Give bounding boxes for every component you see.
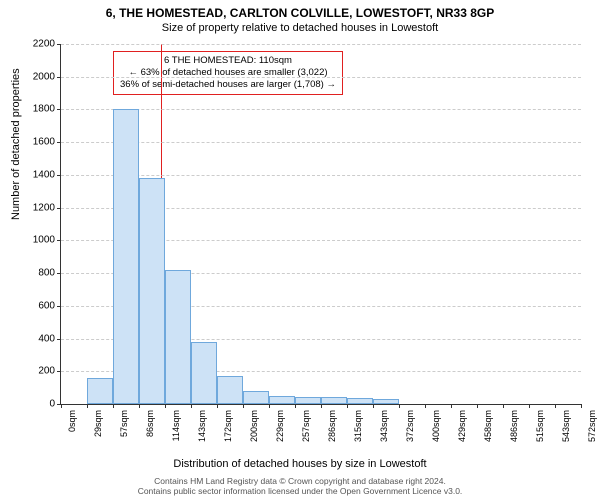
- histogram-bar: [165, 270, 191, 404]
- ytick-label: 400: [38, 333, 61, 344]
- xtick-label: 515sqm: [535, 410, 545, 442]
- xtick-mark: [113, 404, 114, 408]
- histogram-bar: [191, 342, 217, 404]
- xtick-label: 486sqm: [509, 410, 519, 442]
- ytick-label: 1200: [33, 202, 61, 213]
- histogram-bar: [87, 378, 113, 404]
- histogram-bar: [373, 399, 399, 404]
- footer-line-2: Contains public sector information licen…: [0, 486, 600, 496]
- xtick-mark: [373, 404, 374, 408]
- annotation-box: 6 THE HOMESTEAD: 110sqm← 63% of detached…: [113, 51, 343, 95]
- xtick-mark: [61, 404, 62, 408]
- xtick-label: 458sqm: [483, 410, 493, 442]
- xtick-label: 172sqm: [223, 410, 233, 442]
- ytick-label: 2000: [33, 71, 61, 82]
- xtick-mark: [87, 404, 88, 408]
- xtick-label: 257sqm: [301, 410, 311, 442]
- chart-title-sub: Size of property relative to detached ho…: [0, 22, 600, 34]
- ytick-label: 800: [38, 268, 61, 279]
- ytick-label: 1600: [33, 137, 61, 148]
- chart-title-main: 6, THE HOMESTEAD, CARLTON COLVILLE, LOWE…: [0, 0, 600, 20]
- ytick-label: 1800: [33, 104, 61, 115]
- histogram-bar: [139, 178, 165, 404]
- xtick-label: 543sqm: [561, 410, 571, 442]
- xtick-mark: [191, 404, 192, 408]
- histogram-bar: [269, 396, 295, 404]
- gridline: [61, 109, 581, 110]
- histogram-bar: [347, 398, 373, 404]
- gridline: [61, 175, 581, 176]
- xtick-mark: [529, 404, 530, 408]
- ytick-label: 1400: [33, 169, 61, 180]
- footer-line-1: Contains HM Land Registry data © Crown c…: [0, 476, 600, 486]
- xtick-mark: [503, 404, 504, 408]
- xtick-mark: [269, 404, 270, 408]
- xtick-label: 315sqm: [353, 410, 363, 442]
- xtick-mark: [243, 404, 244, 408]
- xtick-mark: [555, 404, 556, 408]
- xtick-label: 286sqm: [327, 410, 337, 442]
- ytick-label: 0: [49, 399, 61, 410]
- xtick-mark: [451, 404, 452, 408]
- xtick-label: 200sqm: [249, 410, 259, 442]
- histogram-bar: [243, 391, 269, 404]
- xtick-label: 343sqm: [379, 410, 389, 442]
- annotation-line: 36% of semi-detached houses are larger (…: [120, 79, 336, 91]
- xtick-mark: [295, 404, 296, 408]
- plot-area: 6 THE HOMESTEAD: 110sqm← 63% of detached…: [60, 44, 581, 405]
- xtick-label: 143sqm: [197, 410, 207, 442]
- histogram-bar: [113, 109, 139, 404]
- xtick-label: 229sqm: [275, 410, 285, 442]
- xtick-mark: [581, 404, 582, 408]
- xtick-label: 429sqm: [457, 410, 467, 442]
- gridline: [61, 142, 581, 143]
- xtick-label: 29sqm: [93, 410, 103, 437]
- gridline: [61, 77, 581, 78]
- xtick-label: 114sqm: [171, 410, 181, 441]
- ytick-label: 200: [38, 366, 61, 377]
- ytick-label: 1000: [33, 235, 61, 246]
- xtick-label: 572sqm: [587, 410, 597, 442]
- xtick-mark: [321, 404, 322, 408]
- xtick-mark: [477, 404, 478, 408]
- ytick-label: 2200: [33, 39, 61, 50]
- xtick-label: 86sqm: [145, 410, 155, 437]
- histogram-bar: [321, 397, 347, 404]
- xtick-mark: [165, 404, 166, 408]
- histogram-bar: [295, 397, 321, 404]
- ytick-label: 600: [38, 300, 61, 311]
- xtick-label: 372sqm: [405, 410, 415, 442]
- xtick-mark: [347, 404, 348, 408]
- xtick-mark: [399, 404, 400, 408]
- annotation-line: 6 THE HOMESTEAD: 110sqm: [120, 55, 336, 67]
- histogram-bar: [217, 376, 243, 404]
- xtick-label: 57sqm: [119, 410, 129, 437]
- footer-attribution: Contains HM Land Registry data © Crown c…: [0, 476, 600, 496]
- xtick-label: 0sqm: [67, 410, 77, 432]
- x-axis-label: Distribution of detached houses by size …: [0, 458, 600, 470]
- xtick-mark: [217, 404, 218, 408]
- gridline: [61, 44, 581, 45]
- xtick-label: 400sqm: [431, 410, 441, 442]
- y-axis-label: Number of detached properties: [10, 68, 22, 220]
- chart-container: 6, THE HOMESTEAD, CARLTON COLVILLE, LOWE…: [0, 0, 600, 500]
- xtick-mark: [425, 404, 426, 408]
- xtick-mark: [139, 404, 140, 408]
